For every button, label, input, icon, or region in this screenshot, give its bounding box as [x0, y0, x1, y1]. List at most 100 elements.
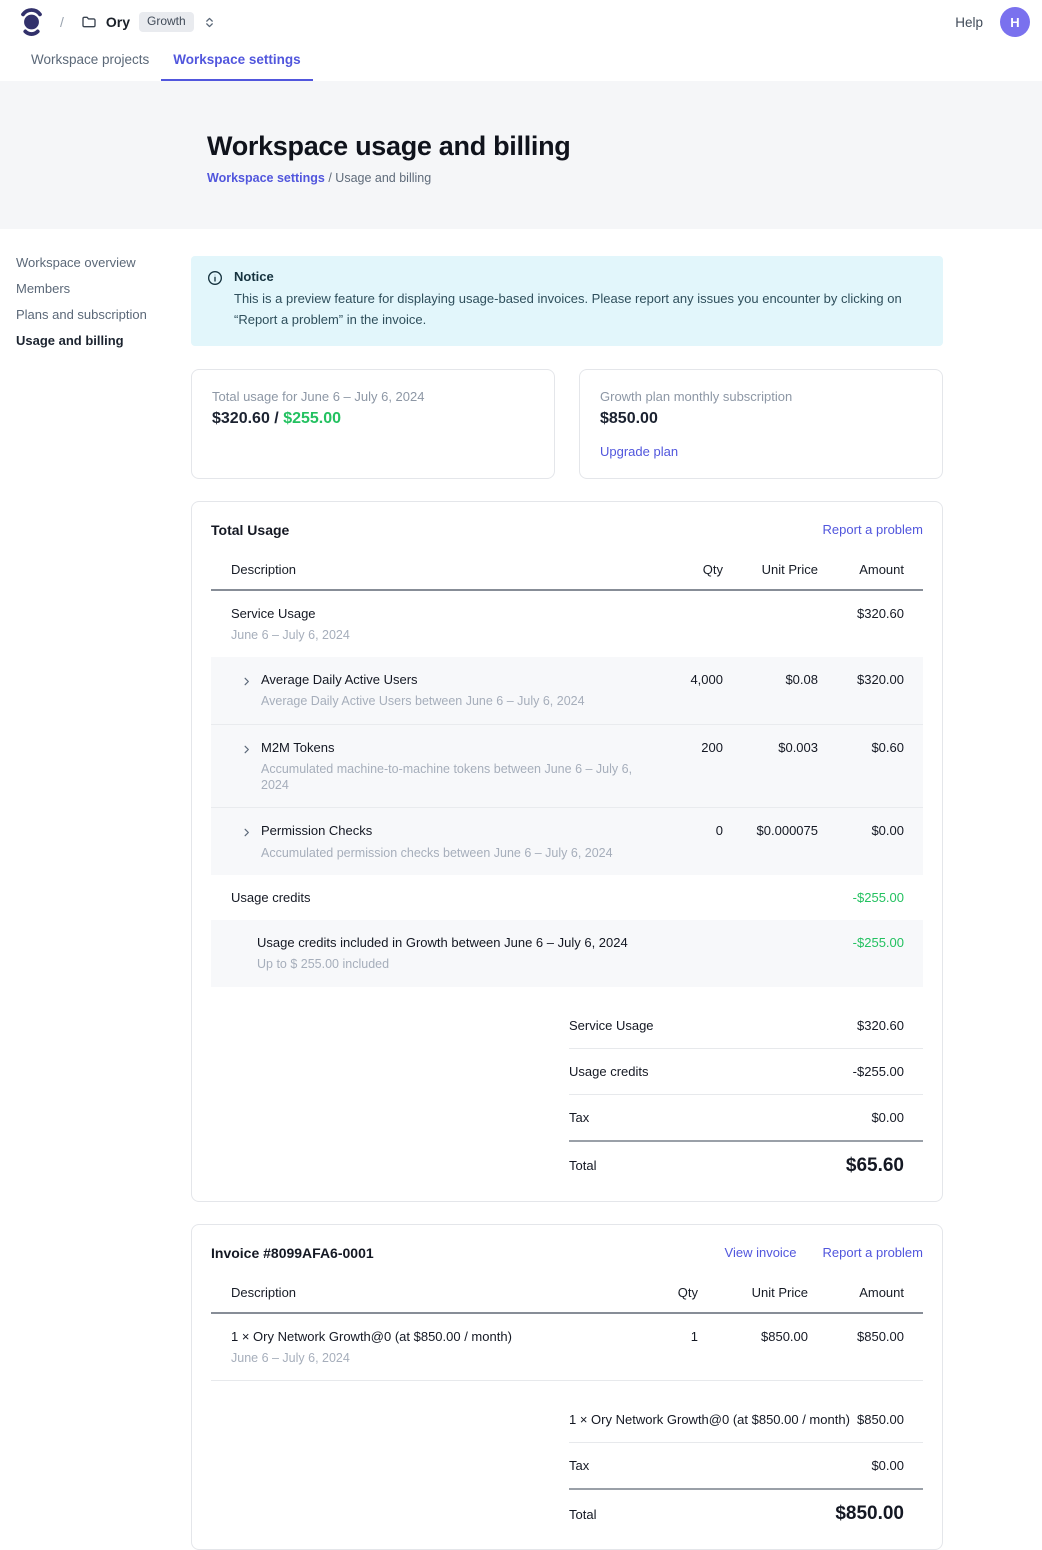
help-link[interactable]: Help [955, 15, 983, 30]
sidebar-item-plans-and-subscription[interactable]: Plans and subscription [16, 308, 191, 321]
row-subtitle: Up to $ 255.00 included [257, 956, 643, 972]
summary-label: 1 × Ory Network Growth@0 (at $850.00 / m… [569, 1412, 850, 1427]
summary-value: $0.00 [871, 1458, 923, 1473]
row-amount: $0.60 [818, 724, 923, 808]
col-unit-price: Unit Price [723, 552, 818, 590]
summary-label: Usage credits [569, 1064, 648, 1079]
summary-row: Tax $0.00 [569, 1443, 923, 1490]
summary-total-row: Total $850.00 [569, 1490, 923, 1529]
row-unit-price: $0.08 [723, 657, 818, 724]
usage-current-amount: $320.60 [212, 410, 270, 427]
total-usage-label: Total usage for June 6 – July 6, 2024 [212, 389, 534, 404]
top-bar: / Ory Growth Help H [0, 0, 1042, 44]
summary-value: $320.60 [857, 1018, 923, 1033]
usage-panel-title: Total Usage [211, 522, 289, 538]
row-subtitle: June 6 – July 6, 2024 [231, 1350, 628, 1366]
breadcrumb-link-workspace-settings[interactable]: Workspace settings [207, 171, 325, 185]
breadcrumb-current: / Usage and billing [325, 171, 431, 185]
usage-report-problem-link[interactable]: Report a problem [823, 522, 923, 537]
row-title: Usage credits [231, 890, 643, 906]
summary-label: Service Usage [569, 1018, 654, 1033]
notice-body: This is a preview feature for displaying… [234, 289, 914, 331]
preview-notice: Notice This is a preview feature for dis… [191, 256, 943, 346]
breadcrumb-slash: / [60, 14, 64, 30]
row-unit-price [723, 590, 818, 658]
row-unit-price: $850.00 [698, 1313, 808, 1381]
summary-total-row: Total $65.60 [569, 1142, 923, 1181]
row-subtitle: Accumulated machine-to-machine tokens be… [261, 761, 643, 794]
invoice-panel: Invoice #8099AFA6-0001 View invoice Repo… [191, 1224, 943, 1550]
chevron-up-down-icon [203, 16, 216, 29]
summary-row: Service Usage $320.60 [569, 1003, 923, 1049]
row-subtitle: Average Daily Active Users between June … [261, 693, 585, 709]
workspace-switcher[interactable]: Ory Growth [81, 12, 216, 31]
table-row: Usage credits -$255.00 [211, 875, 923, 920]
table-row: M2M Tokens Accumulated machine-to-machin… [211, 724, 923, 808]
total-label: Total [569, 1158, 596, 1173]
ory-logo-icon[interactable] [18, 7, 45, 37]
summary-label: Tax [569, 1110, 589, 1125]
invoice-summary: 1 × Ory Network Growth@0 (at $850.00 / m… [569, 1397, 923, 1529]
plan-label: Growth plan monthly subscription [600, 389, 922, 404]
upgrade-plan-link[interactable]: Upgrade plan [600, 444, 678, 459]
sidebar-item-workspace-overview[interactable]: Workspace overview [16, 256, 191, 269]
table-row: Average Daily Active Users Average Daily… [211, 657, 923, 724]
row-qty: 1 [628, 1313, 698, 1381]
page-title: Workspace usage and billing [207, 131, 1042, 162]
summary-label: Tax [569, 1458, 589, 1473]
row-title: M2M Tokens [261, 740, 643, 756]
row-title: 1 × Ory Network Growth@0 (at $850.00 / m… [231, 1329, 628, 1345]
sidebar-item-usage-and-billing[interactable]: Usage and billing [16, 334, 191, 347]
row-title: Service Usage [231, 606, 643, 622]
usage-summary: Service Usage $320.60 Usage credits -$25… [569, 1003, 923, 1181]
row-amount: $850.00 [808, 1313, 923, 1381]
col-description: Description [211, 552, 643, 590]
chevron-right-icon[interactable] [241, 826, 252, 861]
summary-row: Usage credits -$255.00 [569, 1049, 923, 1095]
plan-badge: Growth [139, 12, 194, 31]
summary-row: 1 × Ory Network Growth@0 (at $850.00 / m… [569, 1397, 923, 1443]
table-row: Permission Checks Accumulated permission… [211, 808, 923, 875]
tab-workspace-projects[interactable]: Workspace projects [19, 44, 161, 81]
chevron-right-icon[interactable] [241, 675, 252, 710]
row-qty: 4,000 [643, 657, 723, 724]
user-avatar[interactable]: H [1000, 7, 1030, 37]
sidebar-item-members[interactable]: Members [16, 282, 191, 295]
invoice-title: Invoice #8099AFA6-0001 [211, 1245, 374, 1261]
summary-value: -$255.00 [853, 1064, 923, 1079]
chevron-right-icon[interactable] [241, 743, 252, 794]
tab-workspace-settings[interactable]: Workspace settings [161, 44, 312, 81]
row-qty [643, 590, 723, 658]
row-subtitle: June 6 – July 6, 2024 [231, 627, 643, 643]
row-unit-price: $0.003 [723, 724, 818, 808]
row-amount: $320.60 [818, 590, 923, 658]
plan-subscription-card: Growth plan monthly subscription $850.00… [579, 369, 943, 479]
table-row: 1 × Ory Network Growth@0 (at $850.00 / m… [211, 1313, 923, 1381]
usage-table: Description Qty Unit Price Amount Servic… [211, 552, 923, 987]
breadcrumb: Workspace settings / Usage and billing [207, 171, 1042, 185]
col-unit-price: Unit Price [698, 1275, 808, 1313]
row-title: Permission Checks [261, 823, 613, 839]
view-invoice-link[interactable]: View invoice [725, 1245, 797, 1260]
usage-included-amount: $255.00 [283, 410, 341, 427]
row-unit-price: $0.000075 [723, 808, 818, 875]
row-amount: -$255.00 [818, 875, 923, 920]
workspace-tabs: Workspace projects Workspace settings [0, 44, 1042, 81]
settings-sidebar: Workspace overview Members Plans and sub… [0, 256, 191, 1550]
row-title: Average Daily Active Users [261, 672, 585, 688]
notice-title: Notice [234, 269, 914, 284]
invoice-report-problem-link[interactable]: Report a problem [823, 1245, 923, 1260]
col-amount: Amount [808, 1275, 923, 1313]
col-qty: Qty [643, 552, 723, 590]
row-subtitle: Accumulated permission checks between Ju… [261, 845, 613, 861]
info-icon [207, 270, 223, 331]
total-value: $65.60 [846, 1155, 923, 1177]
summary-value: $0.00 [871, 1110, 923, 1125]
col-amount: Amount [818, 552, 923, 590]
plan-amount: $850.00 [600, 410, 922, 428]
table-row: Usage credits included in Growth between… [211, 920, 923, 987]
workspace-name: Ory [106, 14, 130, 30]
page-header: Workspace usage and billing Workspace se… [0, 81, 1042, 229]
row-amount: -$255.00 [818, 920, 923, 987]
total-value: $850.00 [835, 1503, 923, 1525]
